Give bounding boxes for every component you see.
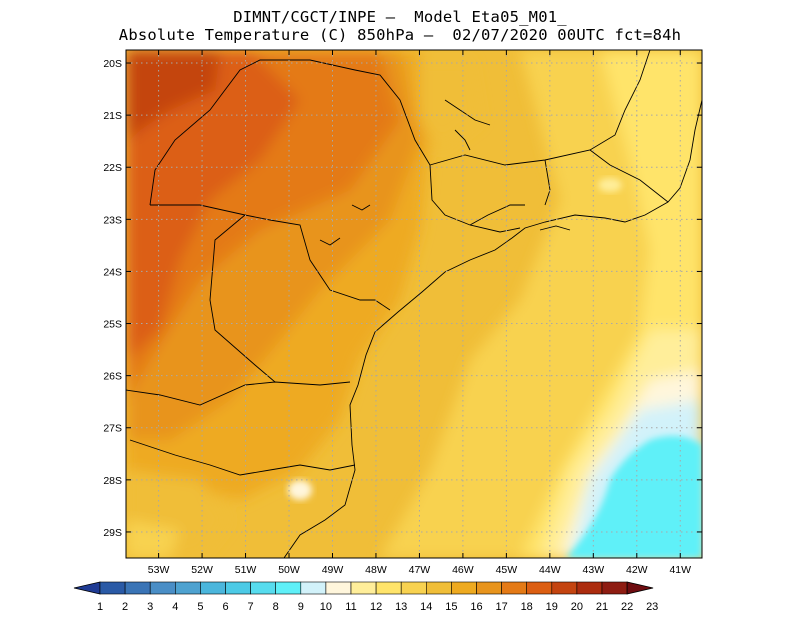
y-tick-label: 27S <box>103 423 122 435</box>
coastline-and-borders <box>126 50 702 558</box>
colorbar-swatch <box>250 581 277 595</box>
colorbar-swatch <box>124 581 151 595</box>
colorbar-label: 21 <box>596 601 608 613</box>
colorbar-swatch <box>425 581 452 595</box>
colorbar-arrow-low <box>73 581 101 595</box>
y-tick-label: 25S <box>103 319 122 331</box>
colorbar-label: 13 <box>395 601 407 613</box>
colorbar-swatch <box>99 581 126 595</box>
colorbar-swatch <box>400 581 427 595</box>
x-tick-label: 49W <box>322 564 344 576</box>
colorbar-label: 7 <box>248 601 254 613</box>
chart-title-line2: Absolute Temperature (C) 850hPa – 02/07/… <box>118 26 682 44</box>
colorbar-swatch <box>501 581 528 595</box>
map-frame <box>125 49 703 559</box>
y-tick-label: 29S <box>103 527 122 539</box>
colorbar-swatch <box>451 581 477 595</box>
colorbar-label: 22 <box>621 601 633 613</box>
colorbar-label: 17 <box>495 601 507 613</box>
x-tick-label: 46W <box>452 564 474 576</box>
colorbar-label: 3 <box>147 601 153 613</box>
x-tick-label: 41W <box>669 564 691 576</box>
colorbar-label: 19 <box>546 601 558 613</box>
colorbar-label: 8 <box>273 601 279 613</box>
colorbar: 1 2 3 4 5 6 7 8 9 10 11 12 13 14 15 16 17 18 19 20 21 22 23 <box>73 581 658 613</box>
colorbar-label: 10 <box>320 601 332 613</box>
colorbar-swatch <box>476 581 502 595</box>
colorbar-label: 5 <box>197 601 203 613</box>
colorbar-swatch <box>300 581 327 595</box>
x-tick-label: 50W <box>278 564 300 576</box>
y-tick-label: 23S <box>103 214 122 226</box>
colorbar-label: 9 <box>298 601 304 613</box>
x-tick-label: 48W <box>365 564 387 576</box>
colorbar-label: 4 <box>172 601 178 613</box>
y-tick-label: 21S <box>103 110 122 122</box>
colorbar-swatch <box>576 581 603 595</box>
colorbar-swatch <box>375 581 402 595</box>
colorbar-label: 11 <box>345 601 356 613</box>
colorbar-swatch <box>526 581 553 595</box>
colorbar-swatch <box>175 581 201 595</box>
colorbar-swatch <box>551 581 578 595</box>
colorbar-swatch <box>275 581 302 595</box>
x-tick-label: 52W <box>191 564 213 576</box>
colorbar-label: 1 <box>97 601 103 613</box>
y-tick-label: 24S <box>103 266 122 278</box>
colorbar-label: 15 <box>445 601 457 613</box>
x-tick-label: 51W <box>235 564 257 576</box>
y-tick-label: 26S <box>103 371 122 383</box>
colorbar-label: 20 <box>571 601 583 613</box>
colorbar-swatch <box>200 581 226 595</box>
colorbar-label: 23 <box>646 601 658 613</box>
x-axis: 53W 52W 51W 50W 49W 48W 47W 46W 45W 44W 43W 42W 41W <box>148 50 691 576</box>
colorbar-label: 6 <box>222 601 228 613</box>
colorbar-label: 16 <box>470 601 482 613</box>
y-tick-label: 28S <box>103 475 122 487</box>
colorbar-swatch <box>350 581 377 595</box>
colorbar-label: 2 <box>122 601 128 613</box>
x-tick-label: 47W <box>409 564 431 576</box>
colorbar-swatch <box>225 581 251 595</box>
y-tick-label: 20S <box>103 58 122 70</box>
map-gridlines <box>126 50 702 558</box>
colorbar-arrow-high <box>626 581 654 595</box>
temperature-field <box>126 50 702 558</box>
x-tick-label: 44W <box>539 564 561 576</box>
colorbar-label: 14 <box>420 601 432 613</box>
y-tick-label: 22S <box>103 162 122 174</box>
colorbar-swatch <box>149 581 176 595</box>
colorbar-label: 18 <box>521 601 533 613</box>
x-tick-label: 53W <box>148 564 170 576</box>
x-tick-label: 42W <box>626 564 648 576</box>
colorbar-label: 12 <box>370 601 382 613</box>
colorbar-swatch <box>325 581 352 595</box>
x-tick-label: 43W <box>583 564 605 576</box>
y-axis: 20S 21S 22S 23S 24S 25S 26S 27S 28S 29S <box>103 58 702 539</box>
chart-title-line1: DIMNT/CGCT/INPE – Model Eta05_M01_ <box>233 8 567 26</box>
x-tick-label: 45W <box>496 564 518 576</box>
colorbar-swatch <box>601 581 628 595</box>
